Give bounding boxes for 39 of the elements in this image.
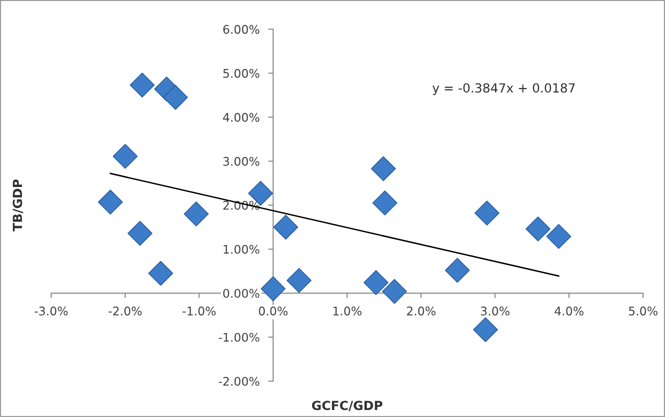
y-tick-label: 4.00% — [223, 112, 260, 122]
x-tick-label: -2.0% — [108, 306, 142, 316]
y-tick-label: -1.00% — [218, 332, 260, 342]
y-tick-label: 1.00% — [224, 244, 260, 254]
x-tick-label: 5.0% — [628, 306, 658, 316]
point — [112, 144, 138, 169]
y-axis-title: TB/GDP — [12, 179, 24, 232]
point — [260, 276, 286, 302]
y-tick-label: 6.00% — [223, 24, 260, 34]
y-tick-label: 3.00% — [223, 156, 260, 166]
x-tick-label: 2.0% — [406, 306, 436, 316]
point — [546, 224, 572, 249]
point — [130, 72, 155, 98]
point — [473, 317, 498, 342]
x-tick-label: 1.0% — [333, 306, 362, 316]
point — [444, 258, 470, 283]
x-tick-label: -1.0% — [182, 306, 216, 316]
point — [286, 268, 312, 293]
point — [382, 278, 407, 304]
x-tick-label: 0.0% — [258, 306, 288, 316]
point — [273, 214, 298, 240]
point — [148, 260, 174, 286]
point — [163, 84, 188, 110]
point — [184, 202, 209, 226]
point — [370, 156, 396, 182]
point — [474, 200, 500, 226]
annotation: y = -0.3847x + 0.0187 — [432, 83, 575, 96]
x-tick-label: 4.0% — [554, 306, 584, 316]
x-axis-title: GCFC/GDP — [312, 400, 382, 412]
point — [364, 270, 388, 296]
x-tick-label: -3.0% — [34, 306, 68, 316]
point — [372, 190, 398, 216]
point — [526, 216, 550, 242]
point — [128, 220, 152, 246]
y-tick-label: -2.00% — [218, 376, 260, 386]
x-tick-label: 3.0% — [480, 306, 510, 316]
point — [98, 190, 123, 215]
y-tick-label: 0.00% — [223, 288, 260, 298]
y-tick-label: 5.00% — [223, 68, 260, 78]
